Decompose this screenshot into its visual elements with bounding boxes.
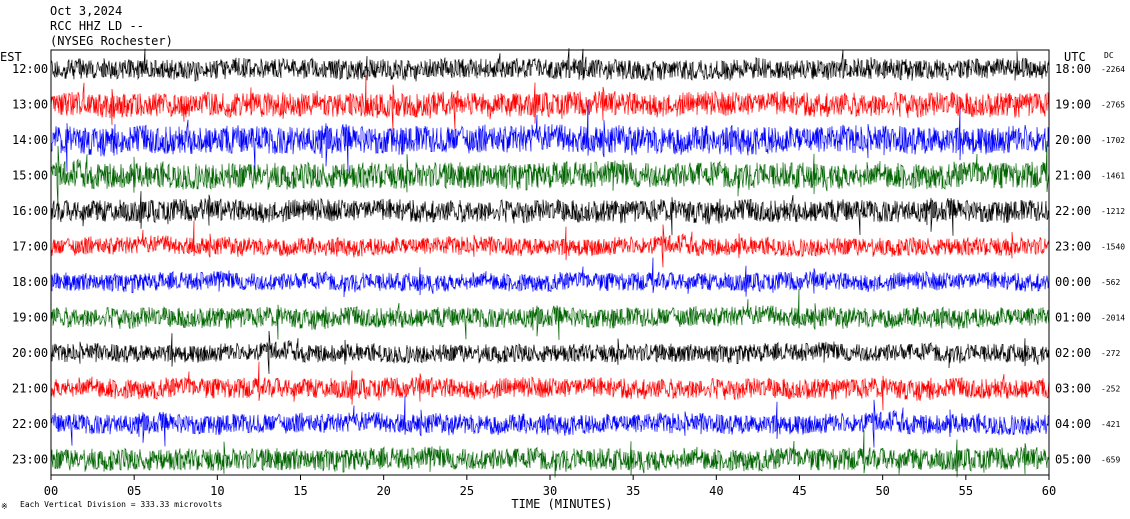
dc-label: -1461 [1101, 172, 1125, 181]
x-tick-labels: 00 05 10 15 20 25 30 35 40 45 50 55 60 [44, 475, 1056, 498]
x-tick-label: 35 [626, 484, 640, 498]
dc-label: -562 [1101, 278, 1120, 287]
utc-label: 00:00 [1055, 275, 1091, 289]
utc-label: 22:00 [1055, 204, 1091, 218]
footer-note: Each Vertical Division = 333.33 microvol… [20, 500, 222, 509]
trace-2300 [50, 430, 1050, 478]
dc-label: -252 [1101, 385, 1120, 394]
trace-2000 [50, 330, 1050, 374]
x-tick-label: 30 [543, 484, 557, 498]
dc-label: -421 [1101, 420, 1120, 429]
dc-label: -2765 [1101, 101, 1125, 110]
trace-1600 [50, 191, 1050, 236]
utc-label: 01:00 [1055, 311, 1091, 325]
est-label: 18:00 [12, 275, 48, 289]
x-tick-label: 25 [460, 484, 474, 498]
utc-label: 02:00 [1055, 346, 1091, 360]
est-label: 19:00 [12, 311, 48, 325]
dc-label: -1212 [1101, 207, 1125, 216]
utc-label: 18:00 [1055, 62, 1091, 76]
dc-label: -659 [1101, 456, 1120, 465]
trace-1400 [50, 100, 1050, 173]
trace-1300 [50, 75, 1050, 131]
x-tick-label: 40 [709, 484, 723, 498]
utc-label: 05:00 [1055, 453, 1091, 467]
est-label: 23:00 [12, 453, 48, 467]
est-label: 16:00 [12, 204, 48, 218]
utc-label: 04:00 [1055, 417, 1091, 431]
header-date: Oct 3,2024 [50, 4, 122, 18]
plot-frame [50, 49, 1050, 476]
est-label: 12:00 [12, 62, 48, 76]
trace-1900 [50, 288, 1050, 340]
footer-glyph: ※ [1, 502, 8, 511]
dc-label: -2014 [1101, 314, 1125, 323]
trace-2200 [50, 395, 1050, 448]
x-tick-label: 00 [44, 484, 58, 498]
header-location: (NYSEG Rochester) [50, 34, 173, 48]
x-tick-label: 20 [376, 484, 390, 498]
left-axis-title: EST [0, 50, 22, 64]
x-tick-label: 50 [875, 484, 889, 498]
utc-hour-labels: 18:00 19:00 20:00 21:00 22:00 23:00 00:00 01:00… [1055, 62, 1091, 467]
dc-offset-labels: -2264 -2765 -1702 -1461 -1212 -1540 -562 -2014 -… [1101, 65, 1125, 465]
dc-title: DC [1104, 51, 1114, 60]
right-axis-title: UTC [1064, 50, 1086, 64]
x-tick-label: 55 [959, 484, 973, 498]
header-station: RCC HHZ LD -- [50, 19, 144, 33]
dc-label: -1702 [1101, 136, 1125, 145]
x-tick-label: 10 [210, 484, 224, 498]
est-label: 22:00 [12, 417, 48, 431]
utc-label: 21:00 [1055, 169, 1091, 183]
est-label: 15:00 [12, 169, 48, 183]
x-axis-label: TIME (MINUTES) [511, 497, 612, 511]
x-tick-label: 15 [293, 484, 307, 498]
utc-label: 20:00 [1055, 133, 1091, 147]
est-label: 21:00 [12, 382, 48, 396]
est-hour-labels: 12:00 13:00 14:00 15:00 16:00 17:00 18:00 19:00… [12, 62, 48, 467]
trace-2100 [50, 361, 1050, 411]
trace-1200 [50, 48, 1050, 82]
dc-label: -1540 [1101, 243, 1125, 252]
est-label: 13:00 [12, 98, 48, 112]
utc-label: 23:00 [1055, 240, 1091, 254]
est-label: 14:00 [12, 133, 48, 147]
seismic-traces [50, 48, 1050, 478]
trace-1700 [50, 220, 1050, 268]
trace-1800 [50, 257, 1050, 298]
utc-label: 03:00 [1055, 382, 1091, 396]
trace-1500 [50, 140, 1050, 208]
dc-label: -2264 [1101, 65, 1125, 74]
x-tick-label: 45 [792, 484, 806, 498]
est-label: 17:00 [12, 240, 48, 254]
est-label: 20:00 [12, 346, 48, 360]
x-tick-label: 60 [1042, 484, 1056, 498]
x-tick-label: 05 [127, 484, 141, 498]
dc-label: -272 [1101, 349, 1120, 358]
utc-label: 19:00 [1055, 98, 1091, 112]
